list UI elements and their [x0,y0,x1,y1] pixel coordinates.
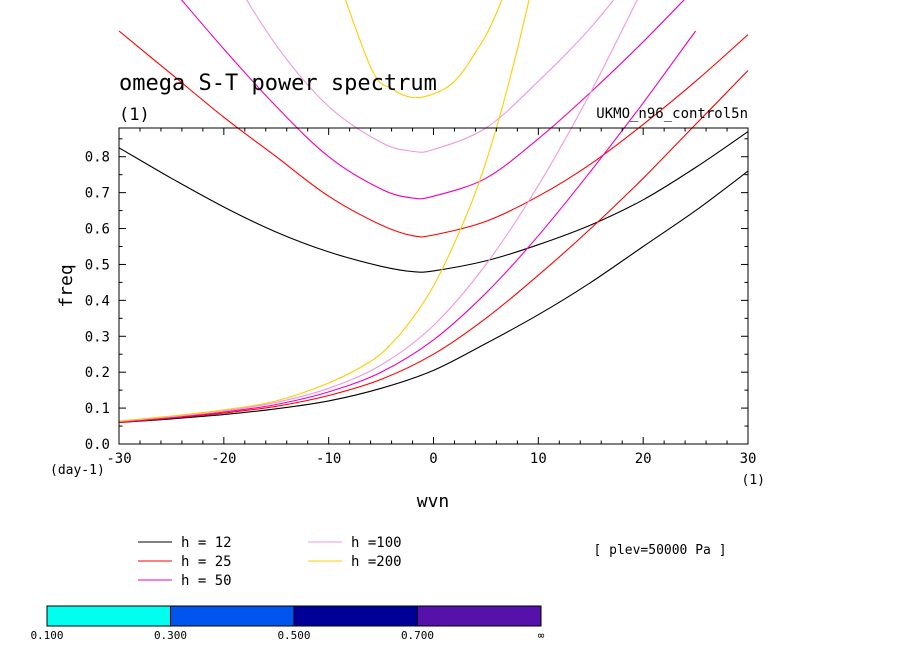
colorbar-segment [46,605,171,627]
title-unit: (1) [119,105,150,125]
legend: h = 12 h = 25 h = 50 h =100 h =200 [138,535,402,589]
y-axis-label: freq [56,264,77,307]
x-tick-label: 30 [740,451,757,467]
y-tick-label: 0.0 [85,437,110,453]
colorbar-segment [417,605,542,627]
x-unit-label: (1) [742,473,765,488]
y-tick-label: 0.7 [85,186,110,202]
colorbar-segment [293,605,418,627]
series-4-upper-curve [344,0,503,99]
y-tick-labels: 0.0 0.1 0.2 0.3 0.4 0.5 0.6 0.7 0.8 [85,150,110,453]
colorbar-label: 0.100 [30,629,63,642]
colorbar-label: ∞ [538,629,545,642]
model-name: UKMO_n96_control5n [596,106,748,122]
x-tick-label: -20 [211,451,236,467]
y-tick-label: 0.3 [85,329,110,345]
y-tick-label: 0.6 [85,222,110,238]
y-tick-label: 0.1 [85,401,110,417]
y-unit-label: (day-1) [50,463,105,478]
x-tick-label: 20 [635,451,652,467]
series-2-lower-curve [118,30,697,423]
colorbar-segment [170,605,295,627]
x-tick-label: 0 [429,451,437,467]
x-tick-labels: -30 -20 -10 0 10 20 30 [106,451,756,467]
series-2-upper-curve [180,0,685,200]
x-axis-label: wvn [417,491,450,512]
colorbar-label: 0.700 [401,629,434,642]
series-3-lower-curve [118,0,638,422]
series-1-lower-curve [118,70,749,424]
colorbar-label: 0.300 [154,629,187,642]
series-0-lower-curve [118,170,749,424]
legend-label: h =100 [351,535,402,551]
y-tick-label: 0.8 [85,150,110,166]
chart-title: omega S-T power spectrum [119,71,437,96]
x-tick-label: 10 [530,451,547,467]
colorbar-label: 0.500 [277,629,310,642]
y-tick-label: 0.4 [85,293,110,309]
x-tick-label: -30 [106,451,131,467]
legend-label: h = 25 [181,554,232,570]
y-tick-label: 0.5 [85,257,110,273]
series-4-lower-curve [118,0,530,422]
legend-label: h =200 [351,554,402,570]
x-tick-label: -10 [316,451,341,467]
legend-label: h = 12 [181,535,232,551]
series-1-upper-curve [118,30,749,238]
series-0-upper-curve [118,131,749,273]
pressure-annotation: [ plev=50000 Pa ] [593,543,726,558]
axis-ticks [118,128,749,445]
series-3-upper-curve [245,0,615,153]
colorbar: 0.100 0.300 0.500 0.700 ∞ [30,605,545,642]
legend-label: h = 50 [181,573,232,589]
y-tick-label: 0.2 [85,365,110,381]
